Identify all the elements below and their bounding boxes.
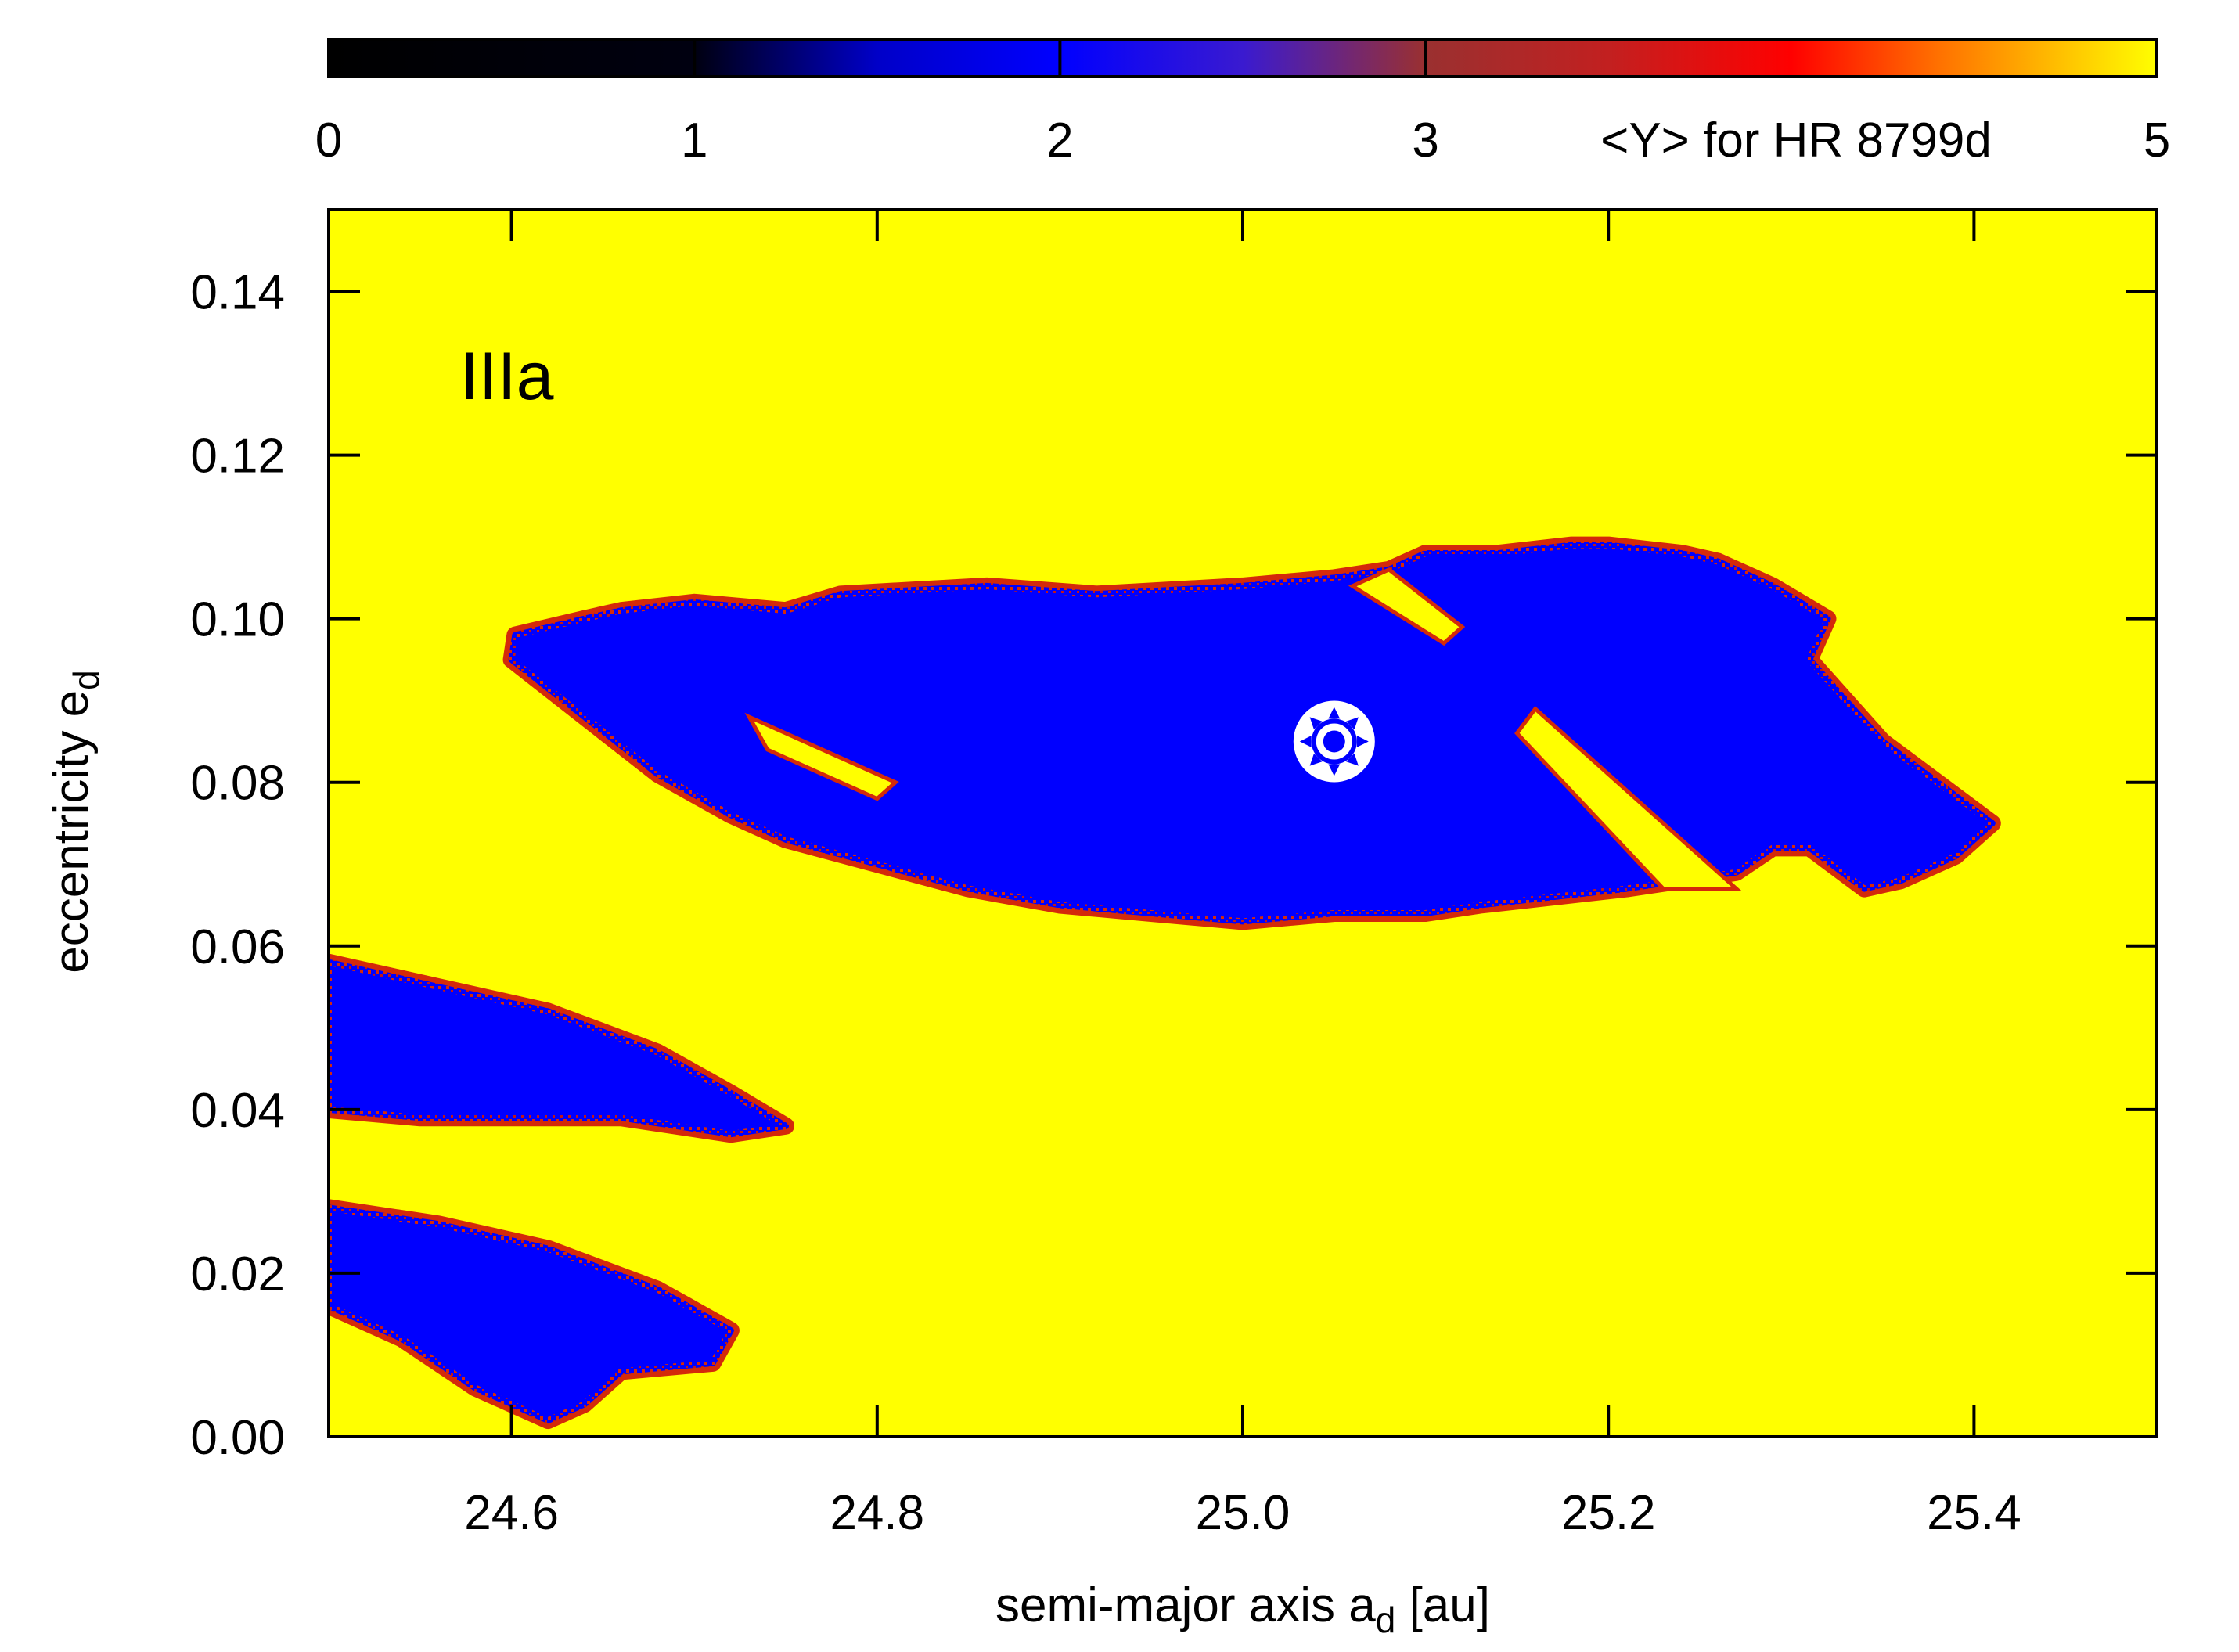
colorbar: 0 1 2 3 5 <Y> for HR 8799d <box>315 38 2170 167</box>
y-tick-label: 0.12 <box>190 430 285 484</box>
y-axis-title-main: eccentricity e <box>45 690 99 974</box>
y-axis-ticks: 0.00 0.02 0.04 0.06 0.08 0.10 0.12 0.14 <box>190 266 2157 1465</box>
y-tick-label: 0.10 <box>190 593 285 647</box>
regular-region-lower-band-upper <box>329 959 789 1138</box>
y-tick-label: 0.00 <box>190 1411 285 1465</box>
x-tick-label: 25.4 <box>1927 1486 2021 1540</box>
marker-star-rays <box>1299 707 1369 776</box>
y-tick-label: 0.04 <box>190 1084 285 1138</box>
colorbar-ticks: 0 1 2 3 5 <box>315 39 2170 167</box>
y-axis-title: eccentricity ed <box>45 670 106 973</box>
y-tick-label: 0.06 <box>190 920 285 974</box>
chaotic-gap-main-island-0 <box>1514 706 1742 891</box>
y-tick-label: 0.08 <box>190 757 285 811</box>
plot-area: 24.6 24.8 25.0 25.2 25.4 0.000.020.040.060.0… <box>190 208 2158 1540</box>
x-axis-title: semi-major axis ad [au] <box>995 1578 1490 1640</box>
colorbar-gradient <box>327 38 2158 78</box>
chaotic-gap-main-island-1 <box>744 712 899 801</box>
nominal-orbit-marker <box>1293 700 1375 783</box>
x-tick-label: 24.8 <box>830 1486 924 1540</box>
x-tick-label: 24.6 <box>464 1486 559 1540</box>
x-axis-title-unit: [au] <box>1395 1578 1490 1632</box>
colorbar-tick-label: 0 <box>315 113 342 167</box>
colorbar-tick-label: 5 <box>2144 113 2170 167</box>
x-tick-label: 25.0 <box>1196 1486 1290 1540</box>
colorbar-tick-label: 1 <box>681 113 707 167</box>
chaotic-gap-main-island-2 <box>1348 567 1466 646</box>
colorbar-tick-label: 3 <box>1412 113 1438 167</box>
x-tick-label: 25.2 <box>1561 1486 1656 1540</box>
colorbar-label: <Y> for HR 8799d <box>1600 113 1992 167</box>
x-axis-title-main: semi-major axis a <box>995 1578 1376 1632</box>
y-tick-label: 0.14 <box>190 266 285 320</box>
marker-center-dot <box>1323 730 1345 753</box>
y-axis-title-subscript: d <box>66 670 106 690</box>
regular-regions <box>329 536 2001 1430</box>
y-tick-label: 0.02 <box>190 1247 285 1301</box>
regular-region-lower-band-bottom <box>329 1204 734 1424</box>
x-axis-ticks: 24.6 24.8 25.0 25.2 25.4 <box>464 210 2021 1540</box>
panel-label: IIIa <box>460 339 554 414</box>
colorbar-tick-label: 2 <box>1046 113 1073 167</box>
x-axis-title-subscript: d <box>1376 1600 1396 1640</box>
